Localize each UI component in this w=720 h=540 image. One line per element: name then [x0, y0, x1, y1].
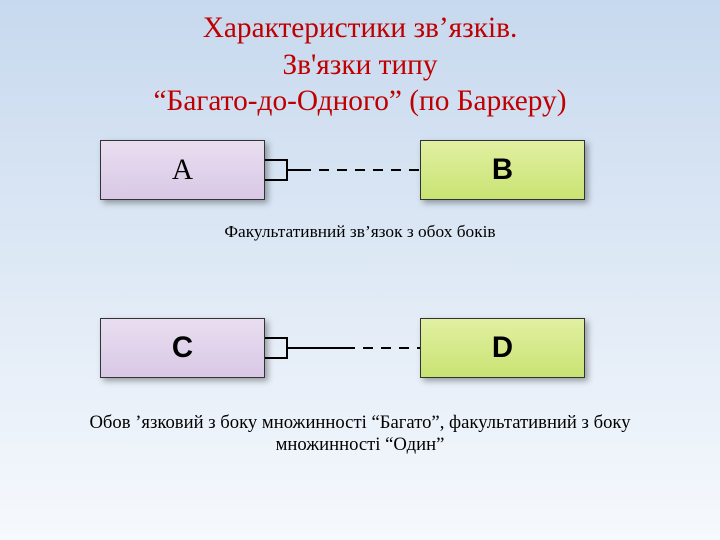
slide-stage: Характеристики зв’язків.Зв'язки типу“Баг…: [0, 0, 720, 540]
caption-cd: Обов ’язковий з боку множинності “Багато…: [0, 412, 720, 456]
connector-segment: [381, 347, 391, 349]
connector-segment: [417, 347, 420, 349]
connector-segment: [287, 347, 345, 349]
connector-segment: [399, 347, 409, 349]
connector-segment: [345, 347, 355, 349]
connector-segment: [265, 337, 287, 339]
connector-segment: [265, 357, 287, 359]
connector-cd: [0, 0, 720, 540]
connector-segment: [363, 347, 373, 349]
